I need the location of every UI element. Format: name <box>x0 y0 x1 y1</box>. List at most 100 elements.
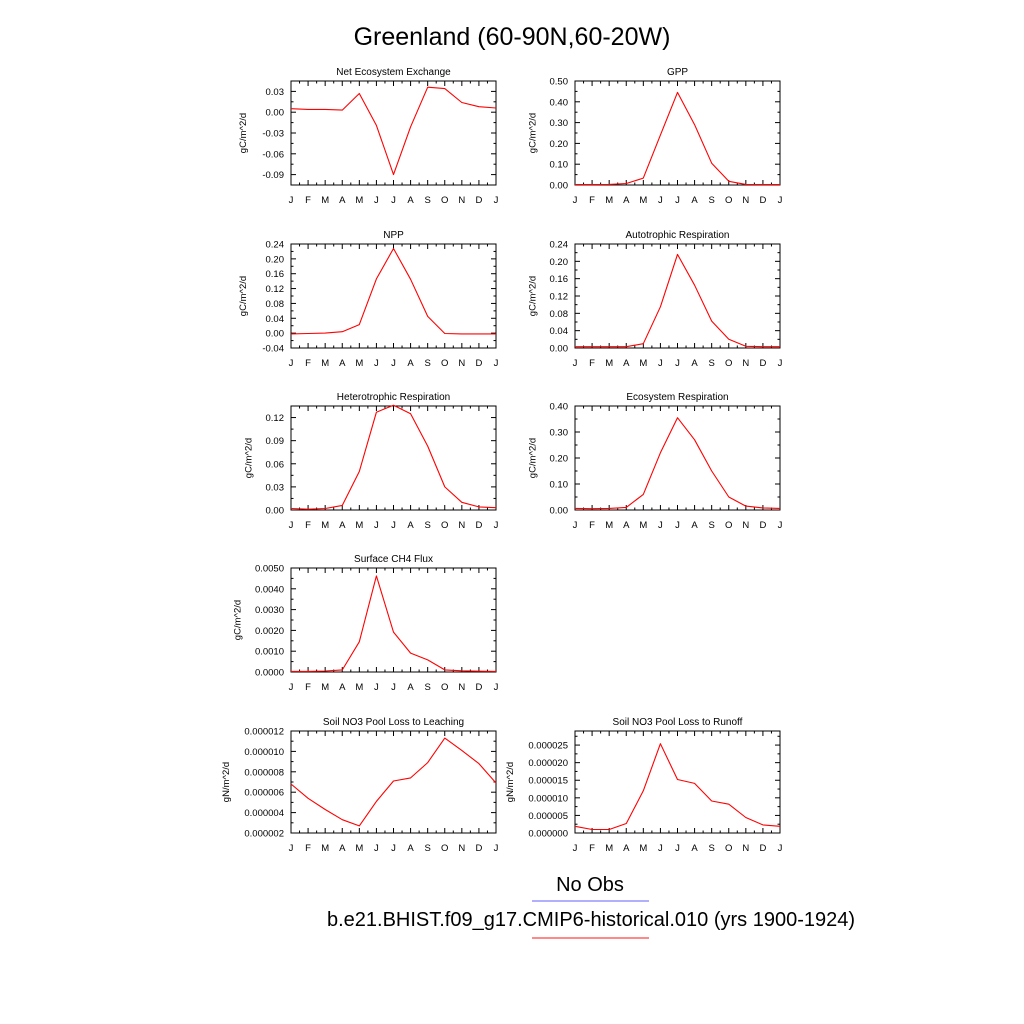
x-tick-label: D <box>475 520 482 531</box>
y-tick-label: 0.000010 <box>528 793 568 804</box>
x-tick-label: O <box>441 195 448 206</box>
y-axis-label: gC/m^2/d <box>238 276 249 316</box>
y-tick-label: 0.000004 <box>244 808 284 819</box>
x-tick-label: N <box>742 843 749 854</box>
y-tick-label: 0.12 <box>266 413 285 424</box>
x-tick-label: A <box>623 843 630 854</box>
x-tick-label: J <box>289 358 294 369</box>
series-line <box>290 247 496 335</box>
y-tick-label: 0.06 <box>266 459 285 470</box>
y-axis-label: gC/m^2/d <box>528 113 539 153</box>
x-tick-label: J <box>391 195 396 206</box>
x-tick-label: O <box>725 843 732 854</box>
x-tick-label: O <box>441 843 448 854</box>
y-tick-label: 0.30 <box>550 428 569 439</box>
y-tick-label: 0.20 <box>550 454 569 465</box>
x-tick-label: A <box>407 843 414 854</box>
x-tick-label: J <box>675 358 680 369</box>
x-tick-label: M <box>321 682 329 693</box>
x-tick-label: S <box>708 358 714 369</box>
y-tick-label: 0.0030 <box>255 605 284 616</box>
x-tick-label: J <box>374 843 379 854</box>
x-tick-label: J <box>289 843 294 854</box>
y-tick-label: -0.06 <box>262 149 284 160</box>
series-line <box>290 737 497 827</box>
x-tick-label: J <box>391 843 396 854</box>
x-tick-label: N <box>742 520 749 531</box>
panel-title: Surface CH4 Flux <box>354 554 433 565</box>
y-tick-label: 0.000005 <box>528 811 568 822</box>
x-tick-label: F <box>305 682 311 693</box>
x-tick-label: M <box>355 682 363 693</box>
x-tick-label: M <box>639 195 647 206</box>
y-tick-label: -0.04 <box>262 344 284 355</box>
x-tick-label: M <box>355 520 363 531</box>
x-tick-label: A <box>339 843 346 854</box>
x-tick-label: J <box>573 520 578 531</box>
x-tick-label: O <box>725 520 732 531</box>
x-tick-label: J <box>494 843 499 854</box>
x-tick-label: J <box>675 520 680 531</box>
x-tick-label: D <box>759 195 766 206</box>
x-tick-label: A <box>623 195 630 206</box>
x-tick-label: M <box>355 195 363 206</box>
y-tick-label: 0.00 <box>266 506 285 517</box>
panel-title: Autotrophic Respiration <box>626 230 730 241</box>
x-tick-label: M <box>321 520 329 531</box>
y-axis-label: gC/m^2/d <box>528 276 539 316</box>
plot-frame <box>290 730 497 834</box>
y-tick-label: 0.24 <box>266 240 285 251</box>
x-tick-label: J <box>573 843 578 854</box>
y-tick-label: 0.16 <box>266 269 285 280</box>
x-tick-label: M <box>605 195 613 206</box>
x-tick-label: M <box>355 358 363 369</box>
x-tick-label: J <box>658 358 663 369</box>
y-tick-label: 0.09 <box>266 436 285 447</box>
plot-frame <box>574 243 781 349</box>
x-tick-label: A <box>407 195 414 206</box>
y-tick-label: 0.00 <box>550 181 569 192</box>
x-tick-label: J <box>675 843 680 854</box>
x-tick-label: M <box>321 358 329 369</box>
y-axis-label: gN/m^2/d <box>221 762 232 802</box>
x-tick-label: J <box>778 358 783 369</box>
y-axis-label: gC/m^2/d <box>244 438 255 478</box>
x-tick-label: J <box>573 358 578 369</box>
x-tick-label: J <box>573 195 578 206</box>
x-tick-label: A <box>691 520 698 531</box>
y-tick-label: 0.000015 <box>528 776 568 787</box>
x-tick-label: F <box>305 520 311 531</box>
y-tick-label: 0.12 <box>550 292 569 303</box>
y-tick-label: 0.04 <box>550 326 569 337</box>
y-tick-label: 0.000010 <box>244 747 284 758</box>
x-tick-label: M <box>639 358 647 369</box>
x-tick-label: A <box>691 358 698 369</box>
x-tick-label: J <box>374 195 379 206</box>
x-tick-label: M <box>605 520 613 531</box>
plot-frame <box>290 80 497 186</box>
x-tick-label: N <box>742 195 749 206</box>
x-tick-label: M <box>321 843 329 854</box>
x-tick-label: A <box>407 682 414 693</box>
y-tick-label: 0.0040 <box>255 584 284 595</box>
x-tick-label: M <box>355 843 363 854</box>
x-tick-label: J <box>778 195 783 206</box>
plot-frame <box>574 80 781 186</box>
series-line <box>575 253 780 348</box>
figure-title: Greenland (60-90N,60-20W) <box>354 23 671 51</box>
x-tick-label: S <box>424 682 430 693</box>
x-tick-label: F <box>305 195 311 206</box>
y-tick-label: 0.00 <box>550 506 569 517</box>
y-axis-label: gN/m^2/d <box>505 762 516 802</box>
x-tick-label: N <box>742 358 749 369</box>
y-tick-label: 0.000025 <box>528 741 568 752</box>
y-tick-label: 0.000008 <box>244 767 284 778</box>
x-tick-label: F <box>589 843 595 854</box>
y-tick-label: 0.0050 <box>255 564 284 575</box>
